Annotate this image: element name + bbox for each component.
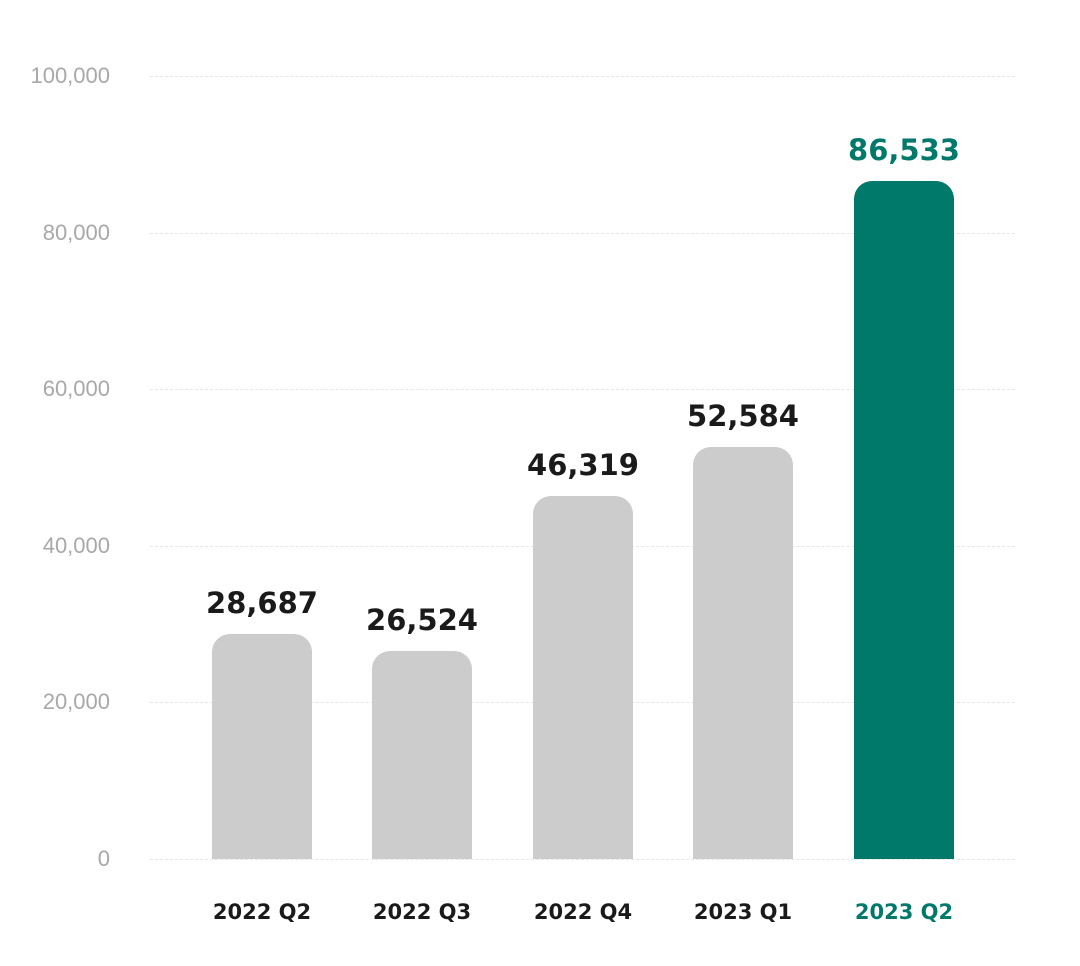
y-axis-tick-label: 80,000	[42, 219, 110, 245]
bar-value-label: 52,584	[687, 399, 799, 434]
bar-2022-q2	[212, 634, 312, 859]
bar-value-label: 46,319	[527, 448, 639, 483]
y-axis-tick-label: 100,000	[30, 63, 110, 88]
x-axis-category-label: 2022 Q2	[212, 900, 312, 924]
bar-2022-q3	[372, 651, 472, 859]
gridline	[150, 232, 1015, 234]
bar-2022-q4	[533, 496, 633, 859]
y-axis-tick-label: 20,000	[42, 689, 110, 715]
bar-value-label: 26,524	[366, 603, 478, 638]
bar-2023-q1	[693, 447, 793, 859]
gridline	[150, 76, 1015, 77]
gridline	[150, 389, 1015, 391]
bar-value-label: 86,533	[848, 133, 960, 168]
x-axis-category-label: 2022 Q4	[533, 900, 633, 924]
x-axis-category-label: 2023 Q2	[854, 900, 954, 924]
y-axis-tick-label: 0	[97, 846, 110, 871]
y-axis-tick-label: 60,000	[42, 376, 110, 402]
bar-value-label: 28,687	[206, 586, 318, 621]
bar-2023-q2	[854, 181, 954, 859]
y-axis-tick-label: 40,000	[42, 532, 110, 558]
x-axis-category-label: 2022 Q3	[372, 900, 472, 924]
gridline	[150, 859, 1015, 860]
x-axis-category-label: 2023 Q1	[693, 900, 793, 924]
